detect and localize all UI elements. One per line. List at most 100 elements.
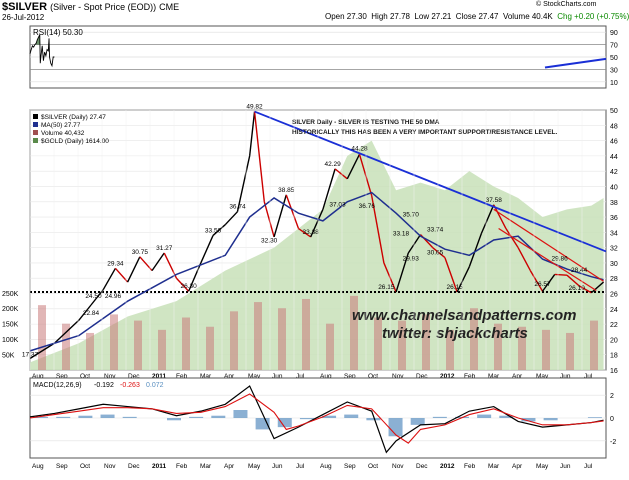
macd-xtick-label: Nov bbox=[392, 463, 404, 470]
volume-bar bbox=[326, 323, 334, 370]
price-annotation: 32.30 bbox=[261, 237, 278, 244]
macd-legend-signal: -0.263 bbox=[120, 382, 140, 389]
price-segment bbox=[395, 252, 409, 293]
volume-tick-label: 150K bbox=[2, 322, 19, 329]
resistance-trendline bbox=[254, 110, 607, 253]
price-annotation: 33.56 bbox=[205, 227, 222, 234]
volume-value: Volume 40.4K bbox=[502, 12, 553, 21]
volume-tick-label: 100K bbox=[2, 337, 19, 344]
volume-bar bbox=[470, 308, 478, 370]
macd-histogram-bar bbox=[366, 418, 381, 421]
volume-bar bbox=[398, 320, 406, 370]
chart-date: 26-Jul-2012 bbox=[2, 13, 45, 22]
price-legend-entry: $SILVER (Daily) 27.47 bbox=[41, 114, 106, 121]
volume-bar bbox=[446, 329, 454, 370]
price-annotation: 33.38 bbox=[303, 229, 320, 236]
volume-bar bbox=[566, 332, 574, 370]
price-segment bbox=[53, 319, 80, 344]
price-segment bbox=[102, 267, 117, 291]
macd-histogram-bar bbox=[477, 414, 492, 418]
gold-area bbox=[30, 140, 604, 370]
high-value: High 27.78 bbox=[371, 12, 410, 21]
macd-tick-label: -2 bbox=[610, 439, 616, 446]
macd-histogram-bar bbox=[344, 414, 359, 418]
stockcharts-credit: © StockCharts.com bbox=[536, 1, 597, 8]
macd-xtick-label: May bbox=[248, 463, 261, 470]
volume-bar bbox=[590, 320, 598, 370]
volume-bar bbox=[230, 311, 238, 370]
price-annotation: 22.84 bbox=[83, 310, 100, 317]
price-tick-label: 18 bbox=[610, 353, 618, 360]
watermark-url: www.channelsandpatterns.com bbox=[352, 307, 577, 324]
price-segment bbox=[78, 304, 92, 321]
macd-xtick-label: Dec bbox=[128, 463, 140, 470]
price-segment bbox=[334, 168, 348, 180]
channel-upper-line bbox=[493, 208, 604, 282]
price-xtick-label: Jun bbox=[560, 373, 571, 380]
price-tick-label: 38 bbox=[610, 200, 618, 207]
macd-xtick-label: Oct bbox=[368, 463, 378, 470]
rsi-tick-label: 10 bbox=[610, 80, 618, 87]
price-annotation: 30.75 bbox=[132, 249, 149, 256]
macd-xtick-label: Aug bbox=[320, 463, 332, 470]
macd-xtick-label: Oct bbox=[80, 463, 90, 470]
price-segment bbox=[29, 342, 55, 360]
price-xtick-label: Mar bbox=[488, 373, 500, 380]
price-annotation: 29.86 bbox=[551, 256, 568, 263]
macd-histogram-bar bbox=[56, 416, 71, 418]
macd-histogram-bar bbox=[543, 418, 558, 421]
price-segment bbox=[346, 154, 361, 180]
volume-tick-label: 250K bbox=[2, 291, 19, 298]
price-segment bbox=[285, 194, 300, 229]
volume-bar bbox=[422, 314, 430, 370]
price-segment bbox=[493, 204, 507, 229]
price-segment bbox=[126, 256, 141, 283]
macd-histogram-bar bbox=[100, 414, 115, 418]
price-annotation: 29.34 bbox=[107, 260, 124, 267]
macd-xtick-label: Sep bbox=[56, 463, 68, 470]
macd-histogram-bar bbox=[78, 415, 93, 418]
price-segment bbox=[371, 195, 385, 264]
price-tick-label: 26 bbox=[610, 292, 618, 299]
macd-xtick-label: 2011 bbox=[152, 463, 166, 470]
macd-legend-label: MACD(12,26,9) bbox=[33, 382, 82, 389]
volume-bar bbox=[518, 326, 526, 370]
price-annotation: 44.28 bbox=[351, 146, 368, 153]
price-xtick-label: Sep bbox=[56, 373, 68, 380]
symbol-description: (Silver - Spot Price (EOD)) bbox=[50, 2, 157, 12]
price-legend-entry: $GOLD (Daily) 1614.00 bbox=[41, 138, 109, 145]
price-segment bbox=[505, 228, 519, 249]
price-xtick-label: May bbox=[248, 373, 261, 380]
price-xtick-label: Feb bbox=[176, 373, 188, 380]
price-annotation: 33.74 bbox=[427, 227, 444, 234]
macd-histogram-bar bbox=[255, 418, 270, 430]
price-segment bbox=[541, 274, 556, 292]
macd-histogram-bar bbox=[322, 415, 337, 418]
legend-swatch bbox=[33, 138, 38, 143]
macd-histogram-bar bbox=[521, 418, 536, 422]
macd-histogram-bar bbox=[410, 418, 425, 425]
price-tick-label: 42 bbox=[610, 169, 618, 176]
macd-histogram-bar bbox=[499, 415, 514, 418]
price-annotation: 42.29 bbox=[325, 161, 342, 168]
volume-bar bbox=[374, 317, 382, 370]
volume-bar bbox=[278, 308, 286, 370]
chart-symbol-title: $SILVER (Silver - Spot Price (EOD)) CME bbox=[2, 1, 179, 13]
exchange: CME bbox=[159, 2, 180, 12]
macd-xtick-label: Jun bbox=[272, 463, 283, 470]
rsi-tick-label: 90 bbox=[610, 30, 618, 37]
macd-histogram-bar bbox=[189, 416, 204, 418]
price-segment bbox=[578, 285, 592, 294]
macd-histogram-bar bbox=[299, 418, 314, 420]
price-xtick-label: Oct bbox=[80, 373, 90, 380]
price-xtick-label: Apr bbox=[512, 373, 523, 380]
price-xtick-label: Jun bbox=[272, 373, 283, 380]
price-legend-entry: MA(50) 27.77 bbox=[41, 122, 81, 129]
macd-xtick-label: Jun bbox=[560, 463, 571, 470]
price-annotation: 49.82 bbox=[246, 104, 263, 111]
macd-xtick-label: Dec bbox=[416, 463, 428, 470]
low-value: Low 27.21 bbox=[414, 12, 452, 21]
price-annotation: 28.44 bbox=[571, 267, 588, 274]
price-xtick-label: 2011 bbox=[152, 373, 166, 380]
